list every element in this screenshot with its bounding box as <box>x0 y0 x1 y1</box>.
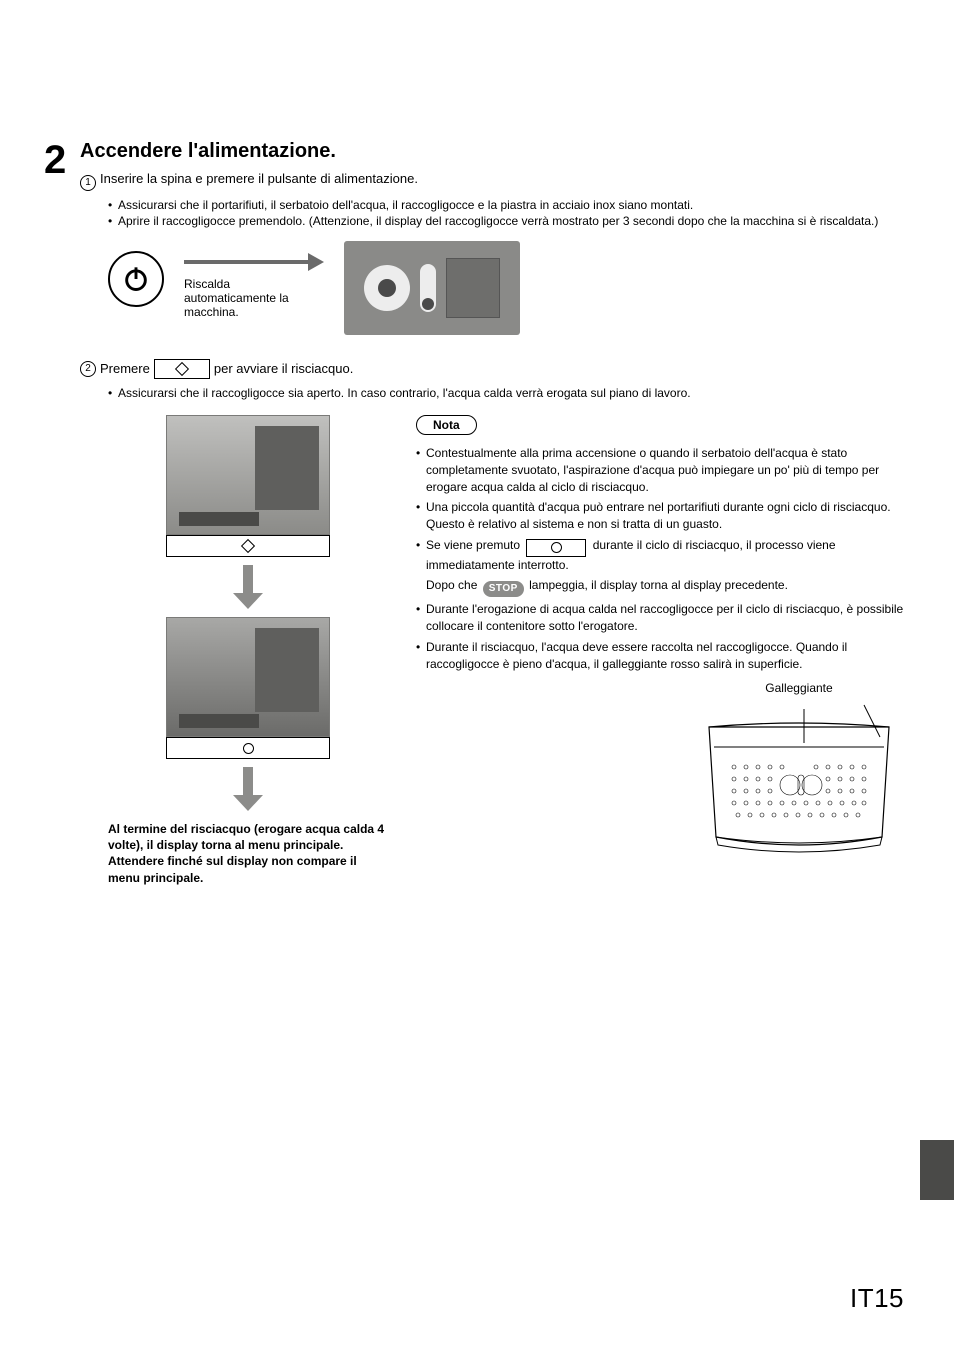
arrow-right-block: Riscalda automaticamente la macchina. <box>184 257 324 319</box>
arrow-caption: Riscalda automaticamente la macchina. <box>184 277 324 319</box>
bullet-item: Aprire il raccogligocce premendolo. (Att… <box>108 213 904 229</box>
diamond-icon <box>175 362 189 376</box>
float-figure: Galleggiante <box>694 681 904 872</box>
button-bar-1 <box>166 535 330 557</box>
machine-image-1 <box>166 415 330 535</box>
machine-image-2 <box>166 617 330 737</box>
stop-button-icon <box>526 539 586 557</box>
substep-1-text: Inserire la spina e premere il pulsante … <box>100 171 418 186</box>
disc-icon <box>364 265 410 311</box>
power-diagram: Riscalda automaticamente la macchina. <box>80 241 904 335</box>
substep-2-post: per avviare il risciacquo. <box>214 361 353 376</box>
float-label: Galleggiante <box>694 681 904 695</box>
left-column: Al termine del risciacquo (erogare acqua… <box>108 415 388 886</box>
nota-badge: Nota <box>416 415 477 435</box>
bullet-item: Assicurarsi che il raccogligocce sia ape… <box>108 385 904 401</box>
nota-3-sub: Dopo che STOP lampeggia, il display torn… <box>416 577 904 597</box>
nota-item: Una piccola quantità d'acqua può entrare… <box>416 499 904 533</box>
stop-badge-icon: STOP <box>483 581 524 597</box>
nota-item: Contestualmente alla prima accensione o … <box>416 445 904 495</box>
nota-list-2: Durante l'erogazione di acqua calda nel … <box>416 601 904 672</box>
right-column: Nota Contestualmente alla prima accensio… <box>416 415 904 886</box>
final-note: Al termine del risciacquo (erogare acqua… <box>108 821 388 886</box>
arrow-right-icon <box>184 257 324 267</box>
circled-2-icon: 2 <box>80 361 96 377</box>
side-tab <box>920 1140 954 1200</box>
substep-2-bullets: Assicurarsi che il raccogligocce sia ape… <box>80 385 904 401</box>
bullet-item: Assicurarsi che il portarifiuti, il serb… <box>108 197 904 213</box>
drip-tray-icon <box>694 697 904 867</box>
machine-panel <box>446 258 500 318</box>
nota-3-sub-post: lampeggia, il display torna al display p… <box>529 578 788 592</box>
substep-2-pre: Premere <box>100 361 150 376</box>
substep-2: 2 Premere per avviare il risciacquo. <box>80 359 904 379</box>
nota-list: Contestualmente alla prima accensione o … <box>416 445 904 573</box>
power-icon <box>108 251 164 307</box>
step-number: 2 <box>44 140 70 180</box>
arrow-down-icon <box>233 767 263 811</box>
nota-item: Durante il risciacquo, l'acqua deve esse… <box>416 639 904 673</box>
step-title: Accendere l'alimentazione. <box>80 140 904 163</box>
rinse-button-icon <box>154 359 210 379</box>
thermo-icon <box>420 264 436 312</box>
nota-item: Durante l'erogazione di acqua calda nel … <box>416 601 904 635</box>
arrow-down-icon <box>233 565 263 609</box>
machine-illustration <box>344 241 520 335</box>
page-number: IT15 <box>850 1283 904 1314</box>
stop-circle-icon <box>243 743 254 754</box>
circled-1-icon: 1 <box>80 175 96 191</box>
button-bar-2 <box>166 737 330 759</box>
nota-item: Se viene premuto durante il ciclo di ris… <box>416 537 904 573</box>
nota-3-pre: Se viene premuto <box>426 538 520 552</box>
diamond-icon <box>241 539 255 553</box>
substep-1-bullets: Assicurarsi che il portarifiuti, il serb… <box>80 197 904 229</box>
stop-circle-icon <box>551 542 562 553</box>
nota-3-sub-pre: Dopo che <box>426 578 477 592</box>
substep-1: 1 Inserire la spina e premere il pulsante… <box>80 171 904 191</box>
